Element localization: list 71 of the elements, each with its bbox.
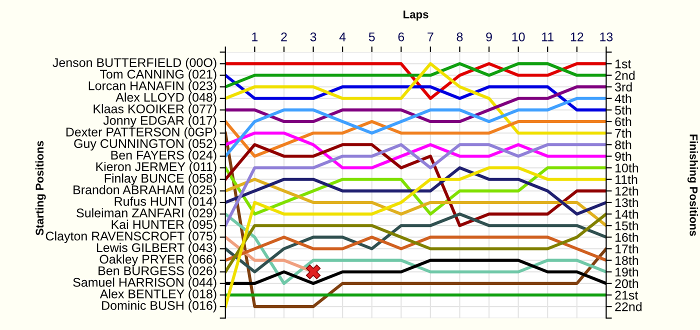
text: Alex BENTLEY (018) bbox=[100, 289, 216, 301]
line-series bbox=[225, 143, 606, 228]
text: Clayton RAVENSCROFT (075) bbox=[46, 231, 216, 243]
x-tick-label: 10 bbox=[512, 32, 525, 42]
line-series bbox=[225, 212, 606, 274]
x-tick-label: 5 bbox=[368, 32, 375, 42]
text: Tom CANNING (021) bbox=[100, 69, 216, 82]
text: Ben BURGESS (026) bbox=[98, 266, 216, 278]
line-series bbox=[225, 166, 606, 308]
text: Jenson BUTTERFIELD (00O) bbox=[52, 58, 216, 70]
line-series bbox=[225, 62, 606, 135]
y-tick-label: 17th bbox=[615, 244, 638, 254]
y-tick-label: 5th bbox=[615, 105, 632, 115]
text: Oakley PRYER (066) bbox=[100, 254, 216, 266]
y-tick-label: 7th bbox=[615, 128, 632, 138]
text: Ben FAYERS (024) bbox=[111, 150, 216, 162]
line-series bbox=[225, 132, 606, 170]
x-tick-label: 4 bbox=[339, 32, 346, 42]
line-series bbox=[225, 85, 606, 124]
y-tick-label: 8th bbox=[615, 140, 632, 150]
text: Guy CUNNINGTON (052) bbox=[74, 138, 216, 150]
y-tick-label: 20th bbox=[615, 278, 638, 288]
line-series bbox=[225, 120, 606, 158]
line-series bbox=[225, 212, 606, 285]
y-tick-label: 1st bbox=[615, 60, 632, 68]
text: Brandon ABRAHAM (025) bbox=[74, 185, 216, 197]
x-axis-title: Laps bbox=[404, 10, 428, 21]
x-tick-label: 1 bbox=[252, 32, 258, 42]
y-tick-label: 10th bbox=[615, 163, 638, 172]
text: Kieron JERMEY (011) bbox=[96, 162, 216, 174]
text: Klaas KOOIKER (077) bbox=[94, 104, 216, 116]
y-tick-label: 2nd bbox=[615, 70, 635, 80]
x-tick-label: 7 bbox=[428, 32, 434, 42]
line-series bbox=[225, 96, 606, 158]
text: Lorcan HANAFIN (023) bbox=[88, 81, 216, 93]
y-tick-label: 4th bbox=[614, 94, 632, 104]
y-tick-label: 3rd bbox=[615, 82, 632, 92]
x-tick-label: 9 bbox=[486, 32, 492, 42]
y-tick-label: 13th bbox=[615, 198, 638, 208]
line-series bbox=[225, 74, 606, 112]
text: Kai HUNTER (095) bbox=[112, 220, 216, 232]
text: Dominic BUSH (016) bbox=[102, 300, 216, 312]
y-tick-label: 12th bbox=[615, 186, 638, 196]
x-tick-label: 3 bbox=[310, 32, 316, 42]
y-tick-label: 11th bbox=[615, 174, 638, 184]
text: Alex LLOYD (048) bbox=[116, 92, 216, 104]
y-axis-title: Finishing Positions bbox=[687, 134, 698, 236]
x-tick-label: 13 bbox=[600, 32, 613, 42]
y-tick-label: 18th bbox=[615, 256, 638, 265]
y-tick-label: 22nd bbox=[615, 302, 642, 312]
text: Finlay BUNCE (058) bbox=[104, 174, 216, 186]
x-tick-label: 6 bbox=[398, 32, 404, 42]
text: Suleiman ZANFARI (029) bbox=[76, 208, 216, 220]
y-tick-label: 9th bbox=[615, 152, 632, 161]
text: Dexter PATTERSON (0GP) bbox=[66, 127, 216, 139]
y-tick-label: 15th bbox=[615, 221, 638, 230]
x-tick-label: 12 bbox=[570, 32, 584, 42]
y-tick-label: 14th bbox=[615, 210, 638, 219]
y-tick-label: 21st bbox=[615, 290, 638, 300]
line-series bbox=[225, 178, 606, 228]
x-tick-label: 8 bbox=[456, 32, 463, 42]
text: Jonny EDGAR (017) bbox=[103, 116, 216, 128]
y-tick-label: 6th bbox=[615, 116, 632, 126]
x-tick-label: 11 bbox=[542, 32, 554, 42]
text: Samuel HARRISON (044) bbox=[73, 278, 216, 290]
y-tick-label: 16th bbox=[615, 232, 638, 242]
y-tick-label: 19th bbox=[615, 267, 638, 277]
text: Rufus HUNT (014) bbox=[114, 196, 216, 208]
text: Lewis GILBERT (043) bbox=[96, 242, 216, 255]
x-tick-label: 2 bbox=[281, 32, 287, 42]
text: Starting Positions bbox=[35, 141, 46, 236]
